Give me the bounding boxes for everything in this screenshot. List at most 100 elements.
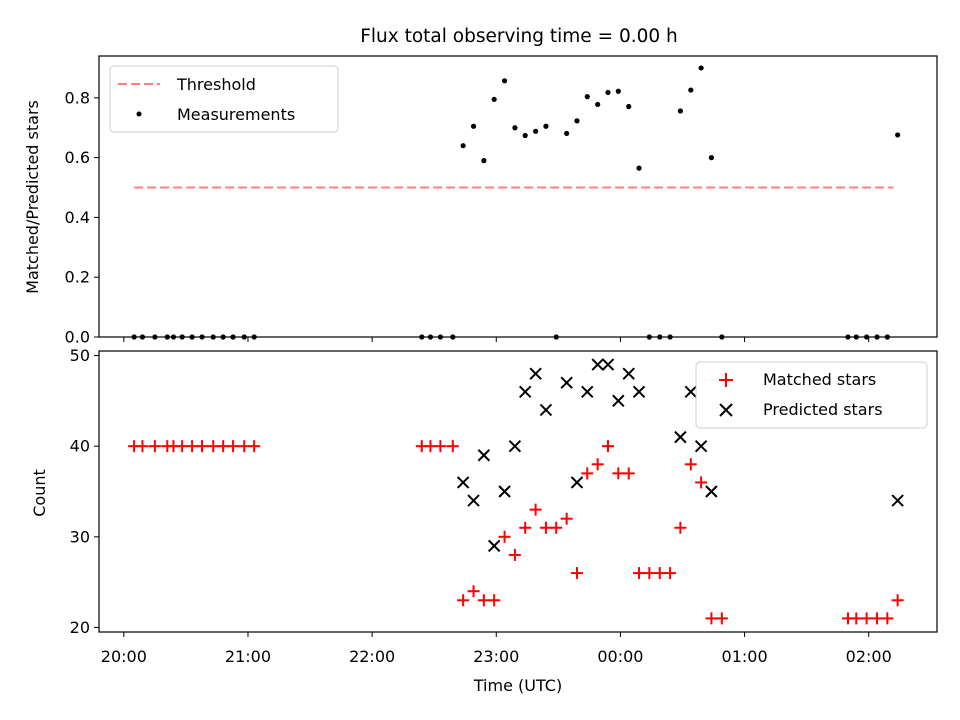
predicted-point [684,385,698,398]
predicted-point [601,358,615,371]
measurement-point [688,87,694,93]
measurement-point [615,88,621,94]
measurement-point [584,94,590,100]
matched-point [148,440,161,453]
matched-point [860,612,873,625]
matched-point [560,512,573,525]
predicted-point [891,494,904,507]
matched-point [612,467,625,480]
predicted-point [674,430,687,444]
measurement-point [533,128,539,134]
bottom-legend: Matched stars Predicted stars [695,361,928,429]
measurement-point [595,101,601,108]
x-tick-label: 21:00 [225,647,271,666]
matched-point [508,548,521,561]
legend-matched-swatch [719,373,733,387]
matched-point [850,612,863,625]
matched-point [633,567,646,580]
matched-point [434,440,447,453]
matched-point [477,594,490,607]
matched-point [705,612,718,625]
matched-point [457,594,470,607]
predicted-point [508,439,522,453]
bottom-y-ticks: 20 30 40 50 [70,346,99,637]
measurement-point [512,125,518,131]
measurement-point [501,78,508,84]
measurements-series [131,65,901,340]
matched-point [715,612,728,625]
measurement-point [491,96,497,102]
predicted-stars-series [456,358,904,553]
matched-point [196,440,209,453]
matched-point [227,440,240,453]
matched-point [529,503,542,516]
bottom-y-tick-label: 50 [70,346,90,365]
bottom-y-tick-label: 40 [70,437,90,456]
matched-point [136,440,149,453]
measurement-point [895,132,901,138]
measurement-point [460,143,466,149]
x-tick-label: 20:00 [101,647,147,666]
predicted-point [518,385,532,398]
measurement-point [698,65,704,71]
top-y-tick-label: 0.2 [65,268,90,287]
matched-point [570,567,583,580]
measurement-point [636,165,642,171]
top-y-tick-label: 0.8 [65,88,90,107]
matched-point [581,467,594,480]
matched-point [519,521,532,534]
bottom-axes-frame [98,350,938,633]
measurement-point [605,89,611,96]
predicted-point [487,539,501,553]
matched-point [622,467,635,480]
bottom-y-tick-label: 20 [70,618,90,637]
bottom-y-tick-label: 30 [70,527,90,546]
predicted-point [467,494,480,507]
bottom-panel: 20 30 40 50 20:00 21:00 22:00 23:00 00:00 01:00 0… [30,346,938,695]
bottom-y-axis-label: Count [30,469,49,517]
predicted-point [622,367,635,380]
top-y-tick-label: 0.0 [65,328,90,347]
x-tick-label: 01:00 [722,647,768,666]
matched-point [446,440,459,453]
matched-point [695,476,708,489]
predicted-point [456,476,470,489]
top-y-axis-label: Matched/Predicted stars [23,100,42,294]
matched-point [602,440,615,453]
legend-predicted-swatch [719,403,733,417]
matched-point [653,567,666,580]
matched-point [248,440,261,453]
x-tick-label: 02:00 [846,647,892,666]
matched-point [643,567,656,580]
measurement-point [470,123,477,129]
predicted-point [632,385,646,398]
top-legend-box [109,65,339,133]
matched-point [891,594,904,607]
x-tick-label: 22:00 [349,647,395,666]
predicted-point [498,485,511,498]
measurement-point [522,132,528,139]
legend-matched-label: Matched stars [763,370,876,389]
legend-measurements-swatch [136,111,142,117]
predicted-point [694,439,708,453]
top-legend: Threshold Measurements [109,65,339,133]
matched-stars-series [128,440,904,625]
matched-point [498,530,511,543]
bottom-x-ticks: 20:00 21:00 22:00 23:00 00:00 01:00 02:00 [101,632,892,666]
x-axis-label: Time (UTC) [473,676,562,695]
measurement-point [574,118,580,124]
legend-predicted-label: Predicted stars [763,400,883,419]
matched-point [539,521,552,534]
measurement-point [543,123,549,129]
x-tick-label: 23:00 [473,647,519,666]
measurement-point [677,108,683,114]
top-y-ticks: 0.0 0.2 0.4 0.6 0.8 [65,88,99,347]
predicted-point [539,403,553,417]
bottom-legend-box [695,361,928,429]
measurement-point [708,155,715,161]
predicted-point [560,376,573,389]
matched-point [664,567,677,580]
measurement-point [626,103,632,110]
legend-measurements-label: Measurements [177,105,295,124]
